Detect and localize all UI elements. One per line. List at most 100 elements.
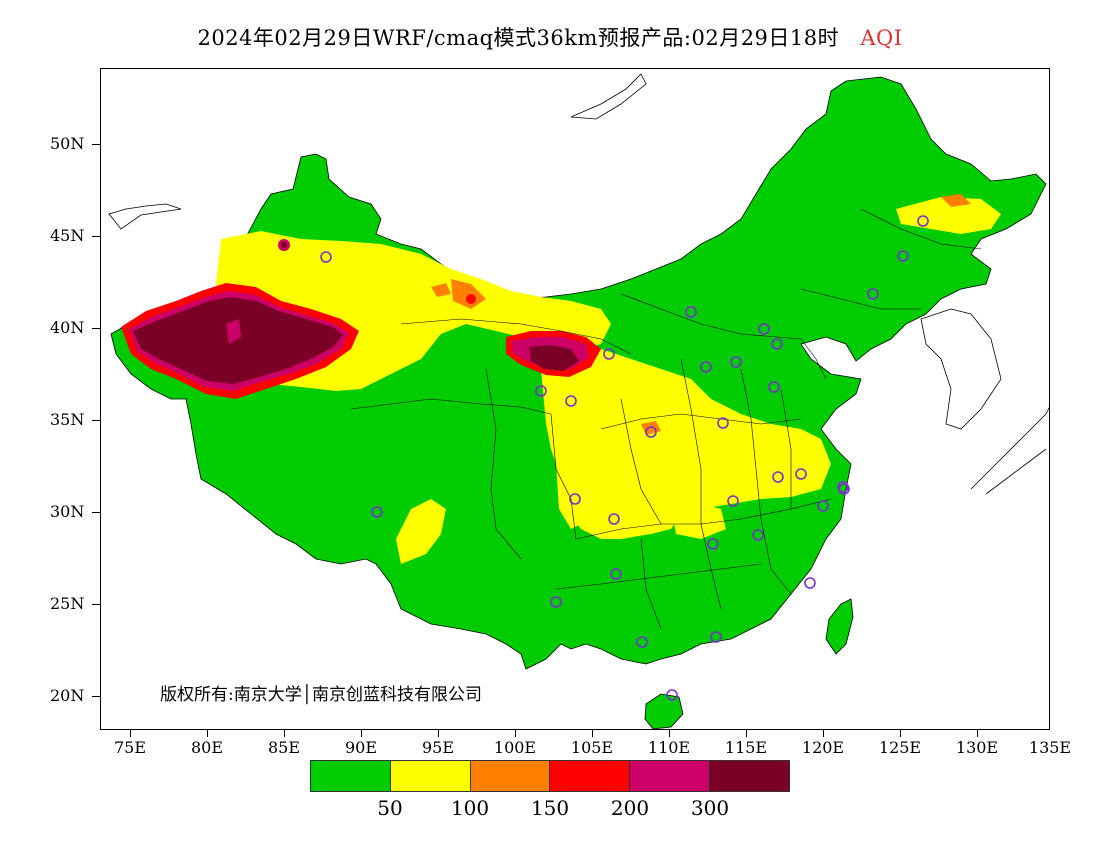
hazardous-zone-ordos xyxy=(529,345,579,371)
lon-tick xyxy=(361,730,362,737)
moderate-zone-hubei xyxy=(671,504,726,539)
hazardous-zone-west xyxy=(133,297,343,384)
lon-label-120: 120E xyxy=(801,738,845,757)
station-marker xyxy=(535,385,547,397)
station-marker xyxy=(645,426,657,438)
title-variable: AQI xyxy=(860,26,903,50)
station-marker xyxy=(758,323,770,335)
station-marker xyxy=(666,689,678,701)
lon-tick xyxy=(130,730,131,737)
station-marker xyxy=(707,538,719,550)
station-marker xyxy=(636,636,648,648)
moderate-zone-tibet xyxy=(396,499,446,564)
lon-tick xyxy=(515,730,516,737)
lat-label-20: 20N xyxy=(50,686,85,705)
aqi-legend xyxy=(310,760,790,792)
station-marker xyxy=(837,481,849,493)
station-marker xyxy=(320,251,332,263)
station-marker xyxy=(603,348,615,360)
lat-label-45: 45N xyxy=(50,226,85,245)
aqi-map[interactable] xyxy=(101,69,1050,730)
lon-tick xyxy=(669,730,670,737)
station-marker xyxy=(569,493,581,505)
station-marker xyxy=(610,568,622,580)
legend-label-100: 100 xyxy=(450,796,490,820)
moderate-zone-northeast xyxy=(896,197,1001,234)
lon-tick xyxy=(207,730,208,737)
legend-swatch-moderate xyxy=(390,761,471,791)
station-marker xyxy=(700,361,712,373)
legend-swatch-sensitive xyxy=(470,761,551,791)
station-marker xyxy=(371,506,383,518)
lat-tick xyxy=(92,604,100,605)
legend-swatch-good xyxy=(311,761,391,791)
korea-outline xyxy=(920,308,1002,430)
lon-label-100: 100E xyxy=(493,738,537,757)
hainan-island xyxy=(644,693,684,729)
station-marker xyxy=(897,250,909,262)
station-marker xyxy=(730,356,742,368)
lon-label-80: 80E xyxy=(190,738,224,757)
lon-label-95: 95E xyxy=(421,738,455,757)
lon-label-75: 75E xyxy=(113,738,147,757)
moderate-zone-sichuan xyxy=(556,454,601,529)
sensitive-zone-3 xyxy=(431,283,451,297)
legend-swatch-hazardous xyxy=(710,761,789,791)
legend-label-150: 150 xyxy=(530,796,570,820)
lat-label-35: 35N xyxy=(50,410,85,429)
station-marker xyxy=(768,381,780,393)
legend-label-300: 300 xyxy=(690,796,730,820)
station-marker xyxy=(917,215,929,227)
lon-label-135: 135E xyxy=(1028,738,1072,757)
station-marker xyxy=(771,338,783,350)
lat-label-40: 40N xyxy=(50,318,85,337)
station-marker xyxy=(608,513,620,525)
lon-label-105: 105E xyxy=(570,738,614,757)
lat-tick xyxy=(92,236,100,237)
station-markers xyxy=(320,215,929,701)
legend-label-200: 200 xyxy=(610,796,650,820)
title-text: 2024年02月29日WRF/cmaq模式36km预报产品:02月29日18时 xyxy=(197,26,840,50)
station-marker xyxy=(727,495,739,507)
station-marker xyxy=(550,596,562,608)
lat-label-50: 50N xyxy=(50,134,85,153)
station-marker xyxy=(795,468,807,480)
lon-label-90: 90E xyxy=(344,738,378,757)
lat-label-30: 30N xyxy=(50,502,85,521)
japan-outline xyxy=(970,407,1049,495)
station-marker xyxy=(752,529,764,541)
station-marker xyxy=(565,395,577,407)
taiwan-island xyxy=(825,598,854,655)
station-marker xyxy=(772,471,784,483)
station-marker xyxy=(717,417,729,429)
map-title: 2024年02月29日WRF/cmaq模式36km预报产品:02月29日18时 … xyxy=(0,22,1100,52)
legend-swatch-unhealthy xyxy=(550,761,631,791)
lon-label-130: 130E xyxy=(955,738,999,757)
lon-label-110: 110E xyxy=(647,738,691,757)
lon-tick xyxy=(284,730,285,737)
lat-label-25: 25N xyxy=(50,594,85,613)
sensitive-zone-5 xyxy=(941,194,971,207)
lon-label-115: 115E xyxy=(724,738,768,757)
lat-tick xyxy=(92,696,100,697)
hazardous-spot-north xyxy=(281,242,287,248)
legend-swatch-very-unhealthy xyxy=(630,761,711,791)
lon-tick xyxy=(592,730,593,737)
station-marker xyxy=(710,631,722,643)
very-unhealthy-spot-west xyxy=(226,319,241,344)
unhealthy-spot-gansu xyxy=(466,294,476,304)
lat-tick xyxy=(92,420,100,421)
sensitive-zone-2 xyxy=(451,279,486,309)
lon-label-85: 85E xyxy=(267,738,301,757)
lat-tick xyxy=(92,512,100,513)
lake-baikal xyxy=(570,73,647,120)
lon-tick xyxy=(900,730,901,737)
balkhash-lake xyxy=(108,203,182,230)
map-frame[interactable] xyxy=(100,68,1050,730)
station-marker xyxy=(685,306,697,318)
lat-tick xyxy=(92,144,100,145)
station-marker xyxy=(867,288,879,300)
province-boundaries xyxy=(350,208,982,630)
station-marker xyxy=(817,500,829,512)
lon-label-125: 125E xyxy=(878,738,922,757)
